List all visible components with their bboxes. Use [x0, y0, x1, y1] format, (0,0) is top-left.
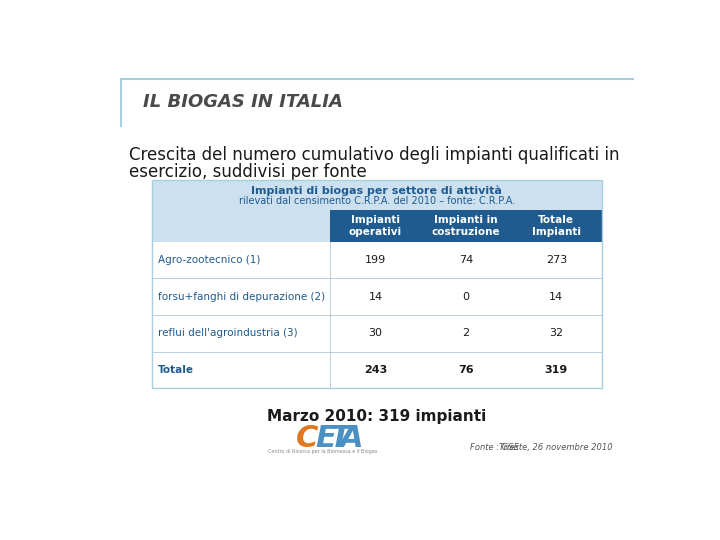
Text: 273: 273: [546, 255, 567, 265]
Text: 319: 319: [544, 365, 568, 375]
Text: Totale: Totale: [158, 365, 194, 375]
Text: 243: 243: [364, 365, 387, 375]
Bar: [330, 211, 601, 242]
Text: Centro di Ricerca per la Biomassa e il Biogas: Centro di Ricerca per la Biomassa e il B…: [268, 449, 377, 454]
Text: Crescita del numero cumulativo degli impianti qualificati in: Crescita del numero cumulativo degli imp…: [129, 146, 619, 164]
Text: 32: 32: [549, 328, 563, 339]
Text: E: E: [315, 424, 336, 453]
Text: Agro-zootecnico (1): Agro-zootecnico (1): [158, 255, 261, 265]
Bar: [152, 352, 601, 388]
Text: 14: 14: [549, 292, 563, 302]
Bar: [152, 315, 601, 352]
Bar: [152, 279, 601, 315]
Text: Trieste, 26 novembre 2010: Trieste, 26 novembre 2010: [499, 443, 613, 452]
Text: T: T: [329, 424, 350, 453]
Text: rilevati dal censimento C.R.P.A. del 2010 – fonte: C.R.P.A.: rilevati dal censimento C.R.P.A. del 201…: [238, 196, 515, 206]
Text: 30: 30: [369, 328, 382, 339]
Text: 74: 74: [459, 255, 473, 265]
Text: Marzo 2010: 319 impianti: Marzo 2010: 319 impianti: [267, 409, 487, 424]
Bar: [152, 180, 601, 388]
Text: reflui dell'agroindustria (3): reflui dell'agroindustria (3): [158, 328, 298, 339]
Text: 14: 14: [369, 292, 382, 302]
Text: Impianti in
costruzione: Impianti in costruzione: [431, 215, 500, 237]
Bar: [152, 242, 601, 279]
Text: C: C: [296, 424, 318, 453]
Text: 199: 199: [365, 255, 386, 265]
Text: A: A: [340, 424, 364, 453]
Text: Totale
Impianti: Totale Impianti: [532, 215, 581, 237]
Text: IL BIOGAS IN ITALIA: IL BIOGAS IN ITALIA: [143, 93, 343, 111]
Text: 2: 2: [462, 328, 469, 339]
Text: 76: 76: [458, 365, 474, 375]
Text: Impianti di biogas per settore di attività: Impianti di biogas per settore di attivi…: [251, 185, 502, 195]
Text: Impianti
operativi: Impianti operativi: [349, 215, 402, 237]
Text: 0: 0: [462, 292, 469, 302]
Text: Fonte : GSE: Fonte : GSE: [469, 443, 518, 452]
Text: esercizio, suddivisi per fonte: esercizio, suddivisi per fonte: [129, 163, 366, 180]
Text: forsu+fanghi di depurazione (2): forsu+fanghi di depurazione (2): [158, 292, 325, 302]
Bar: [152, 180, 601, 388]
